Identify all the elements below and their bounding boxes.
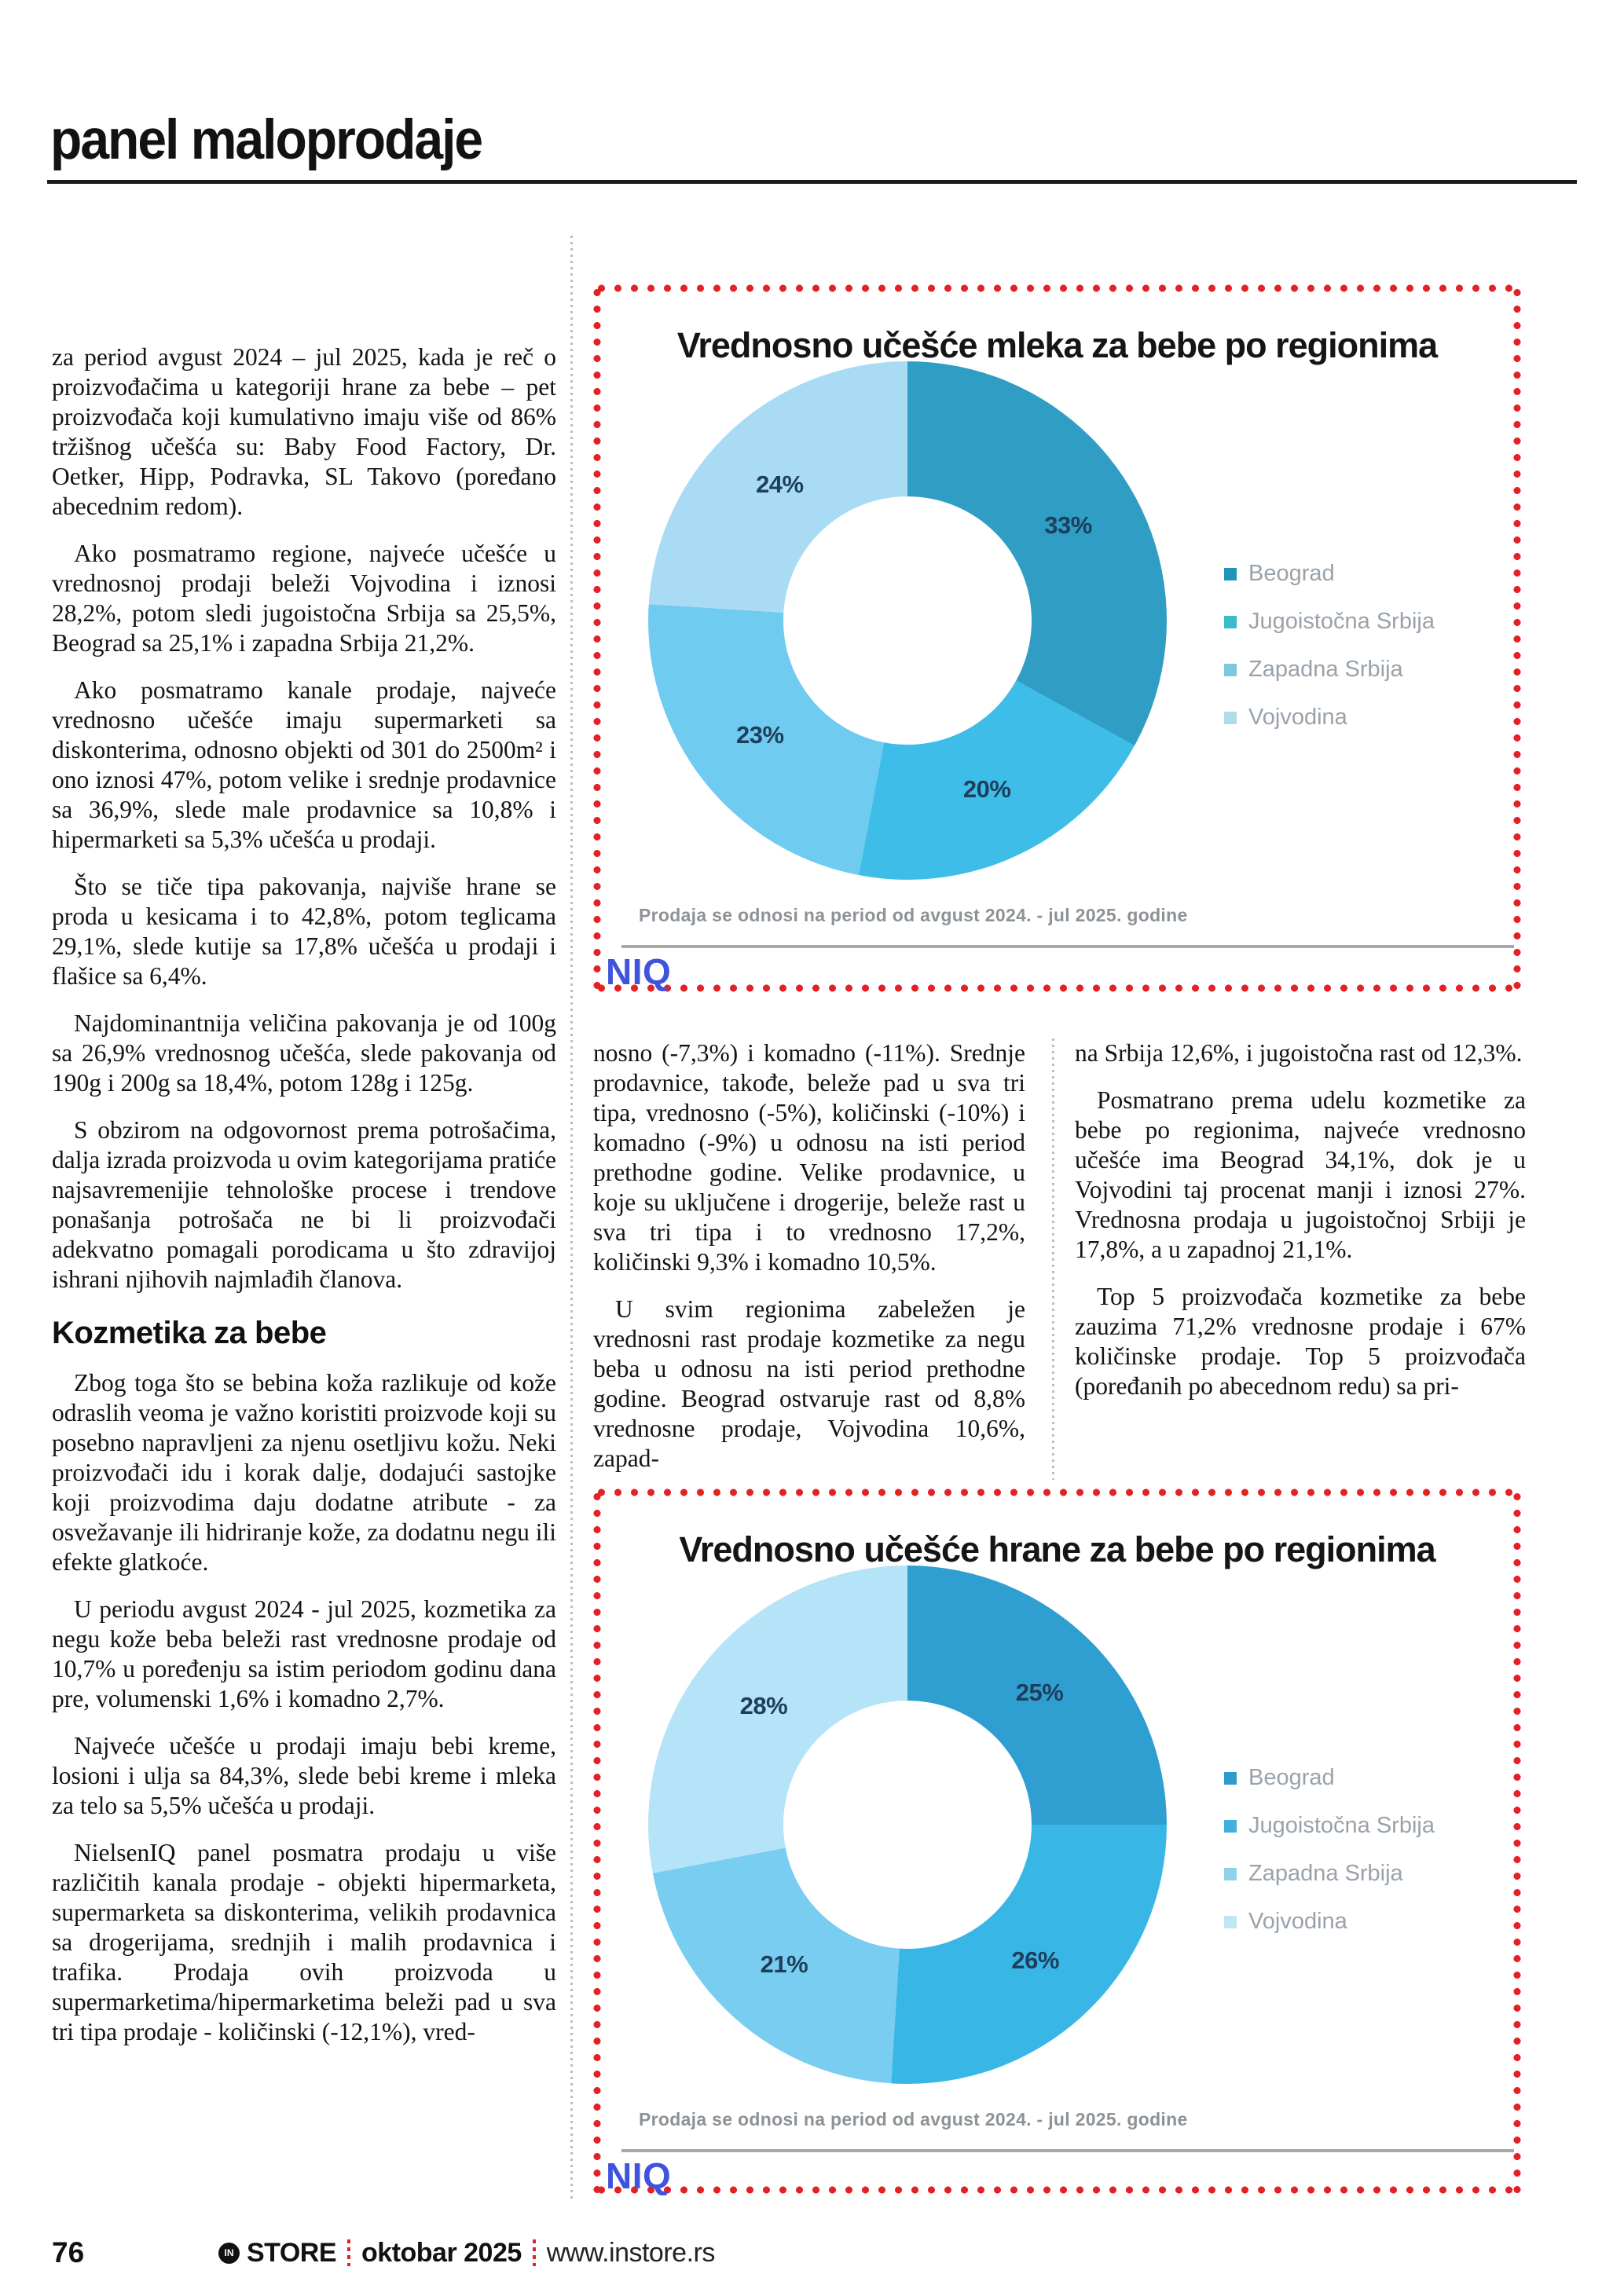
section-subheading: Kozmetika za bebe [52,1316,327,1350]
slice-label: 33% [1044,511,1092,540]
paragraph: za period avgust 2024 – jul 2025, kada j… [52,343,556,520]
legend-item: Vojvodina [1224,705,1435,731]
legend-label: Vojvodina [1248,705,1347,730]
paragraph: Ako posmatramo kanale prodaje, najveće v… [52,676,556,853]
legend-marker [1224,711,1237,724]
niq-logo: NIQ [606,2155,672,2196]
dotted-border-top [593,1489,1521,1496]
column1-cosmetics: Zbog toga što se bebina koža razlikuje o… [52,1368,556,2047]
chart-divider-rule [621,2149,1514,2152]
paragraph: na Srbija 12,6%, i jugoistočna rast od 1… [1075,1039,1523,1067]
paragraph: Posmatrano prema udelu kozmetike za bebe… [1075,1086,1526,1263]
dotted-border-left [593,1489,601,2194]
article-column-1: za period avgust 2024 – jul 2025, kada j… [52,342,556,2064]
chart-title: Vrednosno učešće mleka za bebe po region… [676,325,1438,365]
paragraph: Zbog toga što se bebina koža razlikuje o… [52,1369,557,1576]
chart-box-food: Vrednosno učešće hrane za bebe po region… [593,1489,1521,2196]
slice-label: 20% [962,774,1011,803]
instore-logo-icon: IN [218,2242,240,2264]
footer-separator [532,2239,536,2266]
dotted-border-right [1513,1489,1521,2194]
paragraph: Najdominantnija veličina pakovanja je od… [52,1009,556,1097]
paragraph: nosno (-7,3%) i komadno (-11%). Srednje … [593,1039,1025,1276]
donut-chart-food: 25% 26% 21% 28% [648,1565,1167,2084]
dotted-border-bottom [593,2186,1521,2194]
chart-box-milk: Vrednosno učešće mleka za bebe po region… [593,284,1521,992]
paragraph: Najveće učešće u prodaji imaju bebi krem… [52,1732,556,1819]
paragraph: Top 5 proizvođača kozmetike za bebe zauz… [1075,1283,1526,1400]
legend-label: Zapadna Srbija [1248,1861,1403,1886]
article-column-3: na Srbija 12,6%, i jugoistočna rast od 1… [1075,1038,1526,1419]
chart-legend: Beograd Jugoistočna Srbija Zapadna Srbija V… [1224,561,1435,753]
column-divider [1052,1038,1054,1480]
legend-label: Zapadna Srbija [1248,657,1403,682]
paragraph: Ako posmatramo regione, najveće učešće u… [52,540,556,657]
legend-marker [1224,1819,1237,1833]
header-rule [47,180,1577,184]
legend-marker [1224,1867,1237,1880]
chart-divider-rule [621,945,1514,948]
paragraph: NielsenIQ panel posmatra prodaju u više … [52,1839,556,2045]
issue-date: oktobar 2025 [361,2237,522,2268]
legend-item: Beograd [1224,1765,1435,1791]
paragraph: Što se tiče tipa pakovanja, najviše hran… [52,873,556,990]
footer-brand-group: IN STORE oktobar 2025 www.instore.rs [218,2235,715,2271]
article-column-2: nosno (-7,3%) i komadno (-11%). Srednje … [593,1038,1025,1491]
donut-chart-milk: 33% 20% 23% 24% [648,361,1167,880]
chart-footnote: Prodaja se odnosi na period od avgust 20… [639,905,1188,925]
dotted-border-right [1513,284,1521,992]
legend-label: Beograd [1248,1765,1335,1790]
page-footer: 76 IN STORE oktobar 2025 www.instore.rs [0,2235,1624,2274]
legend-marker [1224,567,1237,580]
donut-hole [783,1700,1032,1950]
chart-footnote: Prodaja se odnosi na period od avgust 20… [639,2109,1188,2129]
slice-label: 28% [739,1691,788,1719]
legend-label: Vojvodina [1248,1909,1347,1934]
column-divider [570,236,573,2203]
slice-label: 26% [1011,1946,1059,1975]
slice-label: 23% [735,720,784,749]
page-number: 76 [52,2236,85,2269]
dotted-border-left [593,284,601,992]
legend-marker [1224,663,1237,676]
legend-item: Vojvodina [1224,1909,1435,1935]
niq-logo: NIQ [606,951,672,992]
legend-item: Zapadna Srbija [1224,1861,1435,1887]
legend-item: Jugoistočna Srbija [1224,609,1435,635]
donut-hole [783,496,1032,745]
paragraph: S obzirom na odgovornost prema potrošači… [52,1116,556,1293]
brand-name: STORE [247,2237,337,2268]
legend-item: Jugoistočna Srbija [1224,1813,1435,1839]
website-url: www.instore.rs [546,2237,716,2268]
slice-label: 21% [760,1950,808,1979]
legend-marker [1224,1915,1237,1928]
chart-legend: Beograd Jugoistočna Srbija Zapadna Srbija V… [1224,1765,1435,1957]
legend-marker [1224,615,1237,628]
legend-item: Beograd [1224,561,1435,587]
chart-title: Vrednosno učešće hrane za bebe po region… [679,1529,1435,1569]
slice-label: 25% [1015,1678,1064,1706]
legend-item: Zapadna Srbija [1224,657,1435,683]
dotted-border-top [593,284,1521,292]
column1-intro: za period avgust 2024 – jul 2025, kada j… [52,342,556,1294]
footer-separator [347,2239,351,2266]
paragraph: U periodu avgust 2024 - jul 2025, kozmet… [52,1595,556,1712]
legend-label: Jugoistočna Srbija [1248,1813,1435,1838]
slice-label: 24% [756,470,804,498]
dotted-border-bottom [593,984,1521,992]
legend-marker [1224,1771,1237,1785]
legend-label: Beograd [1248,561,1335,586]
paragraph: U svim regionima zabeležen je vrednosni … [593,1295,1025,1472]
legend-label: Jugoistočna Srbija [1248,609,1435,634]
page-title: panel maloprodaje [50,108,483,170]
